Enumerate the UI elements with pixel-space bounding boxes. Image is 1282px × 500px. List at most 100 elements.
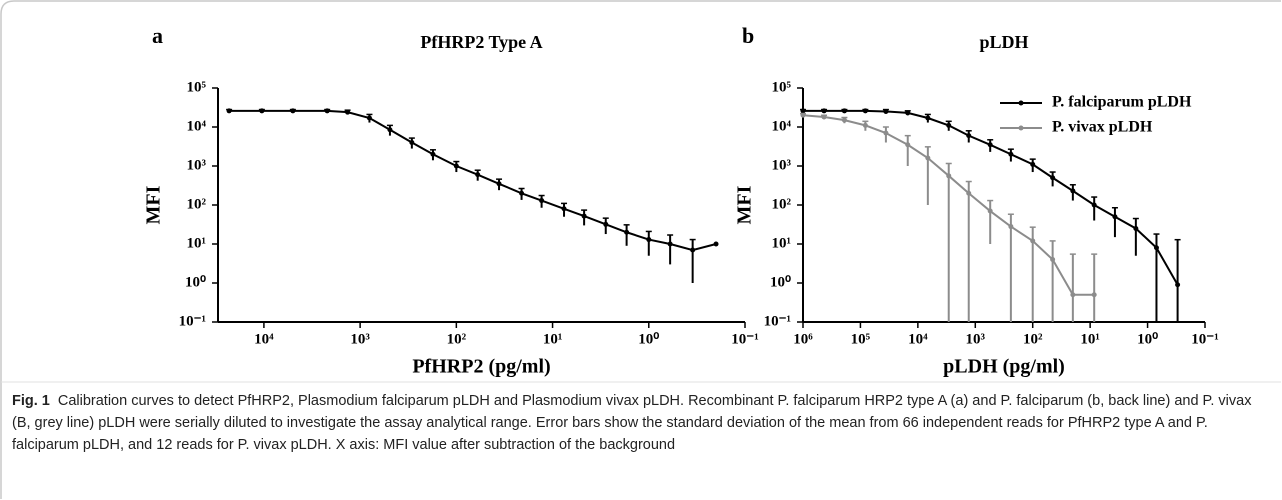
y-tick-label: 10⁴	[187, 118, 207, 134]
y-tick-label: 10²	[187, 196, 207, 212]
x-axis-title: pLDH (pg/ml)	[943, 356, 1065, 378]
data-point	[259, 108, 265, 114]
y-tick-label: 10¹	[772, 235, 792, 251]
x-axis-title: PfHRP2 (pg/ml)	[412, 356, 550, 378]
data-point	[387, 127, 393, 133]
data-point	[925, 115, 931, 121]
data-point	[409, 140, 415, 146]
panel-letter: b	[742, 23, 754, 48]
data-point	[946, 173, 952, 179]
y-tick-label: 10¹	[187, 235, 207, 251]
data-point	[862, 108, 868, 114]
data-point	[905, 110, 911, 116]
data-point	[453, 163, 459, 169]
legend-marker	[1018, 100, 1024, 106]
x-tick-label: 10⁵	[851, 331, 871, 347]
data-point	[925, 155, 931, 161]
data-point	[883, 108, 889, 114]
chart-title: pLDH	[979, 32, 1028, 52]
data-point	[821, 108, 827, 114]
x-tick-label: 10³	[966, 331, 986, 347]
data-point	[800, 108, 806, 114]
x-tick-label: 10²	[1023, 331, 1043, 347]
x-tick-label: 10⁰	[638, 331, 659, 347]
y-tick-label: 10³	[772, 157, 792, 173]
data-point	[475, 172, 481, 178]
data-point	[966, 133, 972, 139]
data-point	[883, 130, 889, 136]
data-point	[519, 190, 525, 196]
data-point	[1050, 257, 1056, 263]
y-tick-label: 10⁵	[772, 79, 792, 95]
data-point	[345, 109, 351, 115]
x-tick-label: 10⁻¹	[731, 331, 758, 347]
data-point	[841, 108, 847, 114]
y-tick-label: 10⁵	[187, 79, 207, 95]
y-tick-label: 10⁻¹	[764, 313, 791, 329]
data-point	[290, 108, 296, 114]
caption-label: Fig. 1	[12, 393, 50, 409]
data-point	[1008, 151, 1014, 157]
x-tick-label: 10⁶	[793, 331, 813, 347]
x-tick-label: 10⁴	[908, 331, 928, 347]
series	[800, 108, 1181, 322]
chart-title: PfHRP2 Type A	[420, 32, 542, 52]
data-point	[366, 115, 372, 121]
x-tick-label: 10¹	[543, 331, 563, 347]
x-tick-label: 10³	[350, 331, 370, 347]
data-point	[226, 108, 232, 114]
y-tick-label: 10⁴	[772, 118, 792, 134]
y-tick-label: 10²	[772, 196, 792, 212]
series-line	[803, 109, 1179, 286]
data-point	[324, 108, 330, 114]
data-point	[1008, 224, 1014, 230]
data-point	[987, 208, 993, 214]
data-point	[1091, 292, 1097, 298]
legend-label: P. vivax pLDH	[1052, 119, 1153, 136]
panel-letter: a	[152, 23, 163, 48]
data-point	[1091, 202, 1097, 208]
data-point	[646, 237, 652, 243]
data-point	[624, 229, 630, 235]
data-point	[1112, 214, 1118, 220]
y-tick-label: 10³	[187, 157, 207, 173]
data-point	[603, 221, 609, 227]
y-axis-title: MFI	[143, 185, 165, 224]
data-point	[581, 213, 587, 219]
data-point	[539, 198, 545, 204]
x-tick-label: 10¹	[1080, 331, 1100, 347]
data-point	[1070, 292, 1076, 298]
data-point	[1050, 175, 1056, 181]
y-tick-label: 10⁰	[185, 274, 206, 290]
data-point	[1070, 188, 1076, 194]
y-tick-label: 10⁻¹	[179, 313, 206, 329]
data-point	[946, 122, 952, 128]
data-point	[496, 181, 502, 187]
data-point	[841, 117, 847, 123]
data-point	[561, 206, 567, 212]
data-point	[1030, 161, 1036, 167]
data-point	[713, 241, 719, 247]
data-point	[800, 112, 806, 118]
x-tick-label: 10⁴	[254, 331, 274, 347]
data-point	[905, 142, 911, 148]
series-line	[229, 109, 717, 252]
data-point	[1153, 245, 1159, 251]
series	[800, 112, 1098, 322]
series	[226, 108, 719, 283]
data-point	[690, 247, 696, 253]
x-tick-label: 10²	[447, 331, 467, 347]
data-point	[987, 142, 993, 148]
caption-text: Calibration curves to detect PfHRP2, Pla…	[12, 393, 1252, 453]
data-point	[821, 114, 827, 120]
x-tick-label: 10⁰	[1137, 331, 1158, 347]
legend-marker	[1018, 125, 1024, 131]
y-tick-label: 10⁰	[770, 274, 791, 290]
data-point	[1133, 225, 1139, 231]
data-point	[1175, 282, 1181, 288]
x-tick-label: 10⁻¹	[1191, 331, 1218, 347]
data-point	[430, 151, 436, 157]
